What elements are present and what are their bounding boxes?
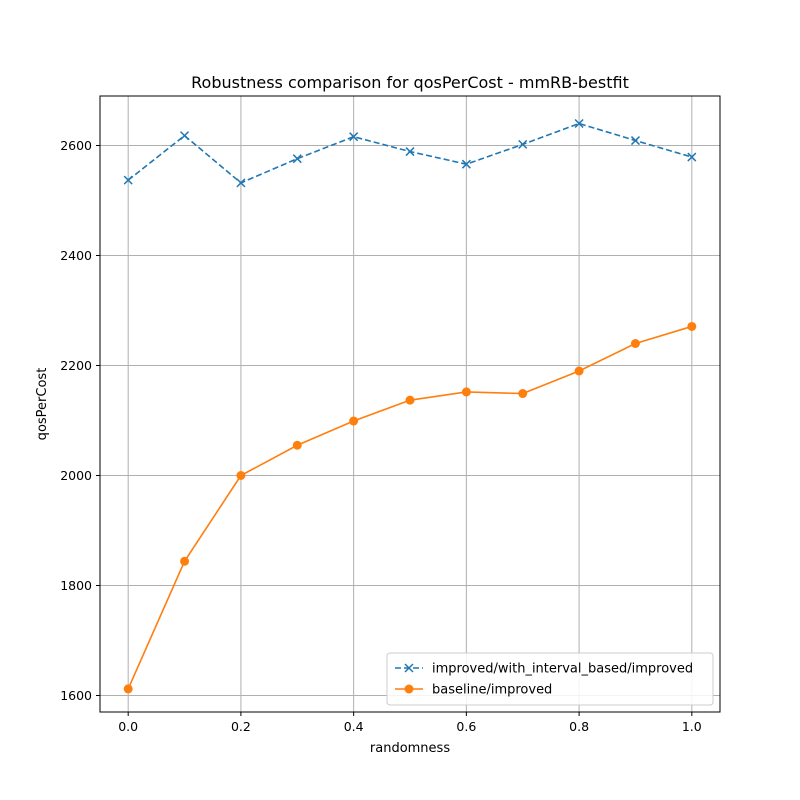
series-2-point [292, 440, 302, 450]
x-marker-stroke [630, 136, 640, 146]
x-tick-label: 0.4 [344, 719, 364, 734]
x-marker-stroke [404, 663, 414, 673]
x-marker-stroke [574, 118, 584, 129]
series-1-point [518, 139, 528, 149]
x-tick-label: 0.2 [231, 719, 251, 734]
series-1-point [123, 175, 133, 185]
series-1-point [461, 159, 471, 169]
legend-marker-1 [404, 663, 414, 673]
x-axis-title: randomness [370, 741, 450, 756]
series-2-point [236, 471, 246, 480]
series-layer [123, 118, 697, 694]
x-marker-stroke [349, 132, 359, 142]
x-marker-stroke [687, 152, 697, 162]
y-tick-label: 2000 [60, 468, 92, 483]
series-1-point [405, 147, 415, 157]
x-marker-stroke [123, 175, 133, 185]
legend-box [386, 652, 714, 706]
series-2-point [349, 416, 359, 426]
series-line-2 [127, 325, 693, 690]
series-1-point [630, 136, 640, 146]
chart-title: Robustness comparison for qosPerCost - m… [191, 73, 629, 92]
series-1-point [349, 132, 359, 142]
series-2-point [180, 556, 190, 566]
x-marker-stroke [236, 178, 246, 188]
series-2-point [574, 366, 584, 376]
x-marker-stroke [292, 154, 302, 164]
plot-frame [99, 95, 721, 713]
y-tick-label: 2600 [60, 138, 92, 153]
x-marker-stroke [180, 131, 190, 141]
x-marker-stroke [405, 147, 415, 157]
series-2-point [461, 387, 471, 397]
series-2-point [123, 684, 133, 694]
x-tick-label: 0.6 [456, 719, 476, 734]
series-1-point [687, 152, 697, 162]
series-1-point [180, 131, 190, 141]
y-tick-label: 1600 [60, 688, 92, 703]
series-1-point [292, 154, 302, 164]
series-2-point [630, 339, 640, 348]
series-2-point [518, 389, 528, 399]
x-marker-stroke [518, 139, 528, 149]
series-1-point [236, 178, 246, 188]
x-marker-stroke [461, 159, 471, 169]
legend-marker-2 [404, 684, 414, 694]
y-tick-label: 1800 [60, 578, 92, 593]
y-tick-label: 2200 [60, 358, 92, 373]
x-tick-label: 0.0 [118, 719, 138, 734]
series-1-point [574, 118, 584, 129]
axis-ticks: 0.0 0.2 0.4 0.6 0.8 1.0 1600 1800 2000 2200 2400 26… [60, 138, 702, 734]
y-tick-label: 2400 [60, 248, 92, 263]
legend-label-2: baseline/improved [432, 683, 552, 698]
series-2-point [687, 321, 697, 331]
legend: improved/with_interval_based/improvedbas… [386, 652, 714, 706]
y-axis-title: qosPerCost [35, 368, 50, 441]
series-line-1 [127, 122, 693, 184]
legend-label-1: improved/with_interval_based/improved [432, 662, 693, 677]
grid-lines [100, 96, 720, 712]
series-2-point [405, 395, 415, 405]
x-tick-label: 1.0 [682, 719, 702, 734]
x-tick-label: 0.8 [569, 719, 589, 734]
